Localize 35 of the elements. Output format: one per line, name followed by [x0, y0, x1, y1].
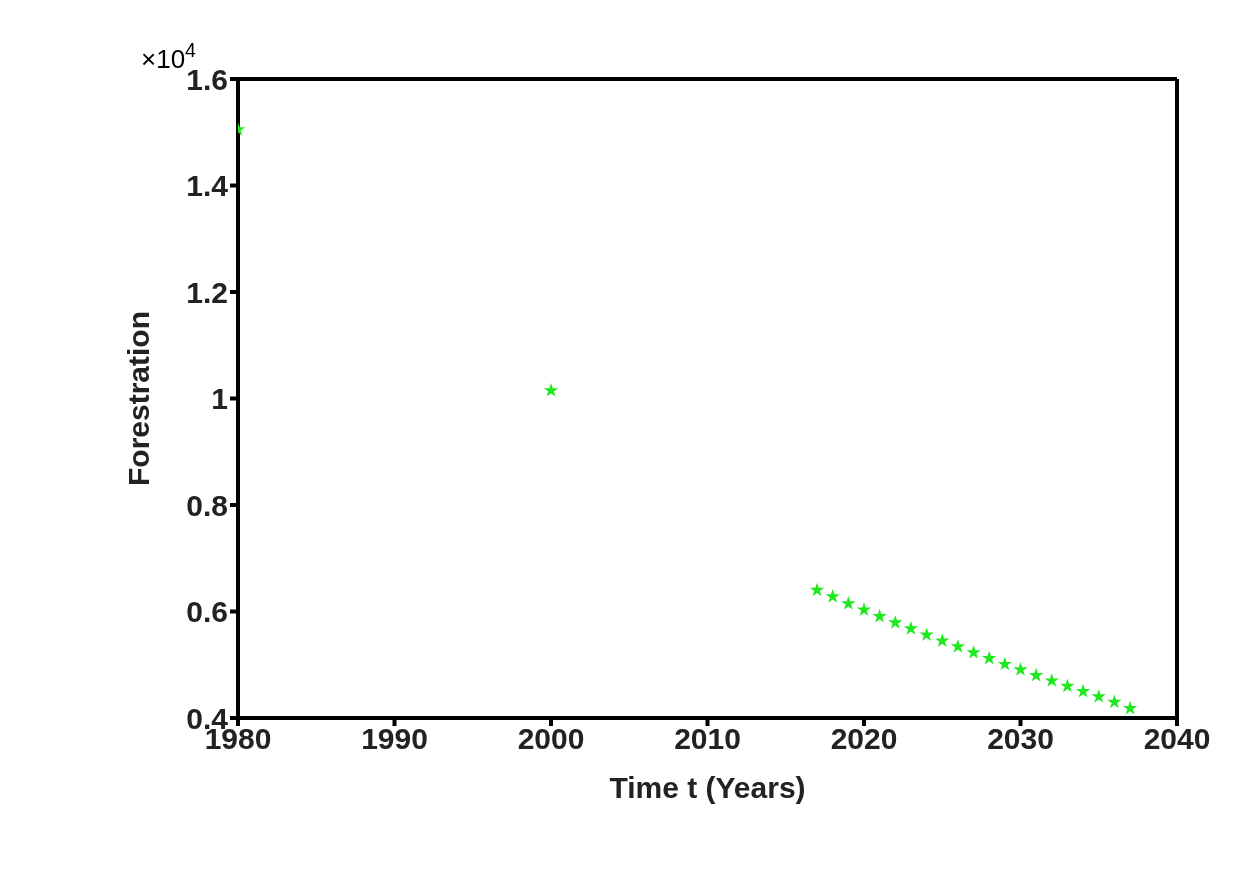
point: [543, 382, 559, 397]
y-tick-label: 1.2: [186, 275, 228, 309]
point: [1122, 700, 1138, 715]
x-tick-label: 2010: [674, 722, 741, 756]
point: [1075, 683, 1091, 698]
point: [1013, 661, 1028, 676]
point: [950, 639, 966, 653]
y-tick-label: 1.4: [186, 169, 229, 203]
point: [966, 644, 981, 659]
point: [935, 633, 950, 647]
x-tick-label: 2020: [830, 722, 898, 756]
x-axis-title: Time t (Years): [609, 771, 806, 804]
y-tick-label: 1: [211, 382, 228, 416]
x-tick-label: 2000: [517, 722, 585, 756]
point: [825, 589, 840, 603]
point: [903, 620, 919, 635]
y-axis-title: Forestration: [121, 310, 155, 487]
point: [1091, 689, 1106, 703]
point: [919, 627, 934, 642]
point: [997, 656, 1013, 671]
point: [888, 615, 903, 629]
y-tick-label: 0.6: [186, 595, 228, 629]
point: [841, 595, 856, 610]
point: [872, 608, 887, 623]
point: [1044, 673, 1059, 687]
point: [856, 602, 872, 617]
x-tick-label: 1990: [361, 722, 428, 756]
point: [1060, 678, 1075, 693]
point: [809, 582, 825, 597]
x-tick-label: 2030: [987, 722, 1054, 756]
point: [1107, 694, 1122, 709]
y-tick-label: 0.8: [186, 488, 228, 522]
x-tick-label: 2040: [1143, 722, 1211, 756]
point: [982, 650, 997, 665]
point: [1028, 667, 1044, 682]
